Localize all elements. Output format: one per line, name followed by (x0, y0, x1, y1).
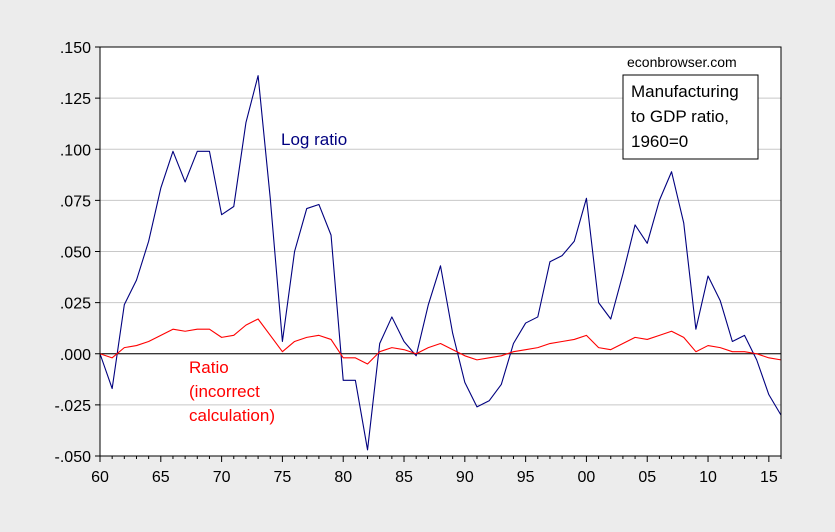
series-lines (99, 75, 782, 451)
x-tick-label: 05 (638, 469, 656, 486)
y-tick-label: .000 (60, 347, 91, 364)
legend-line-1: Manufacturing (631, 82, 739, 101)
ratio-line (99, 318, 782, 365)
y-tick-label: .075 (60, 193, 91, 210)
y-tick-label: -.050 (55, 449, 92, 466)
x-tick-label: 95 (517, 469, 535, 486)
ratio-label-1: Ratio (189, 358, 229, 377)
x-tick-label: 80 (334, 469, 352, 486)
ratio-label-2: (incorrect (189, 382, 260, 401)
y-tick-label: .050 (60, 245, 91, 262)
x-tick-label: 10 (699, 469, 717, 486)
x-tick-label: 85 (395, 469, 413, 486)
y-tick-label: .150 (60, 40, 91, 57)
log-ratio-line (99, 75, 782, 451)
x-tick-label: 15 (760, 469, 778, 486)
x-axis-ticks: 60 65 70 75 80 85 90 95 00 05 10 15 (91, 456, 782, 486)
legend-box (622, 74, 759, 160)
ratio-label-3: calculation) (189, 406, 275, 425)
y-tick-label: .125 (60, 91, 91, 108)
watermark: econbrowser.com (627, 54, 737, 70)
log-ratio-label: Log ratio (281, 130, 347, 149)
y-tick-label: .100 (60, 142, 91, 159)
x-tick-label: 60 (91, 469, 109, 486)
y-tick-label: -.025 (55, 398, 92, 415)
legend-line-2: to GDP ratio, (631, 107, 729, 126)
x-tick-label: 65 (152, 469, 170, 486)
legend-line-3: 1960=0 (631, 132, 688, 151)
y-tick-label: .025 (60, 296, 91, 313)
x-tick-label: 00 (578, 469, 596, 486)
y-axis-ticks: .150 .125 .100 .075 .050 .025 .000 -.025 -.050 (55, 40, 100, 466)
x-tick-label: 70 (213, 469, 231, 486)
x-tick-label: 75 (274, 469, 292, 486)
x-tick-label: 90 (456, 469, 474, 486)
